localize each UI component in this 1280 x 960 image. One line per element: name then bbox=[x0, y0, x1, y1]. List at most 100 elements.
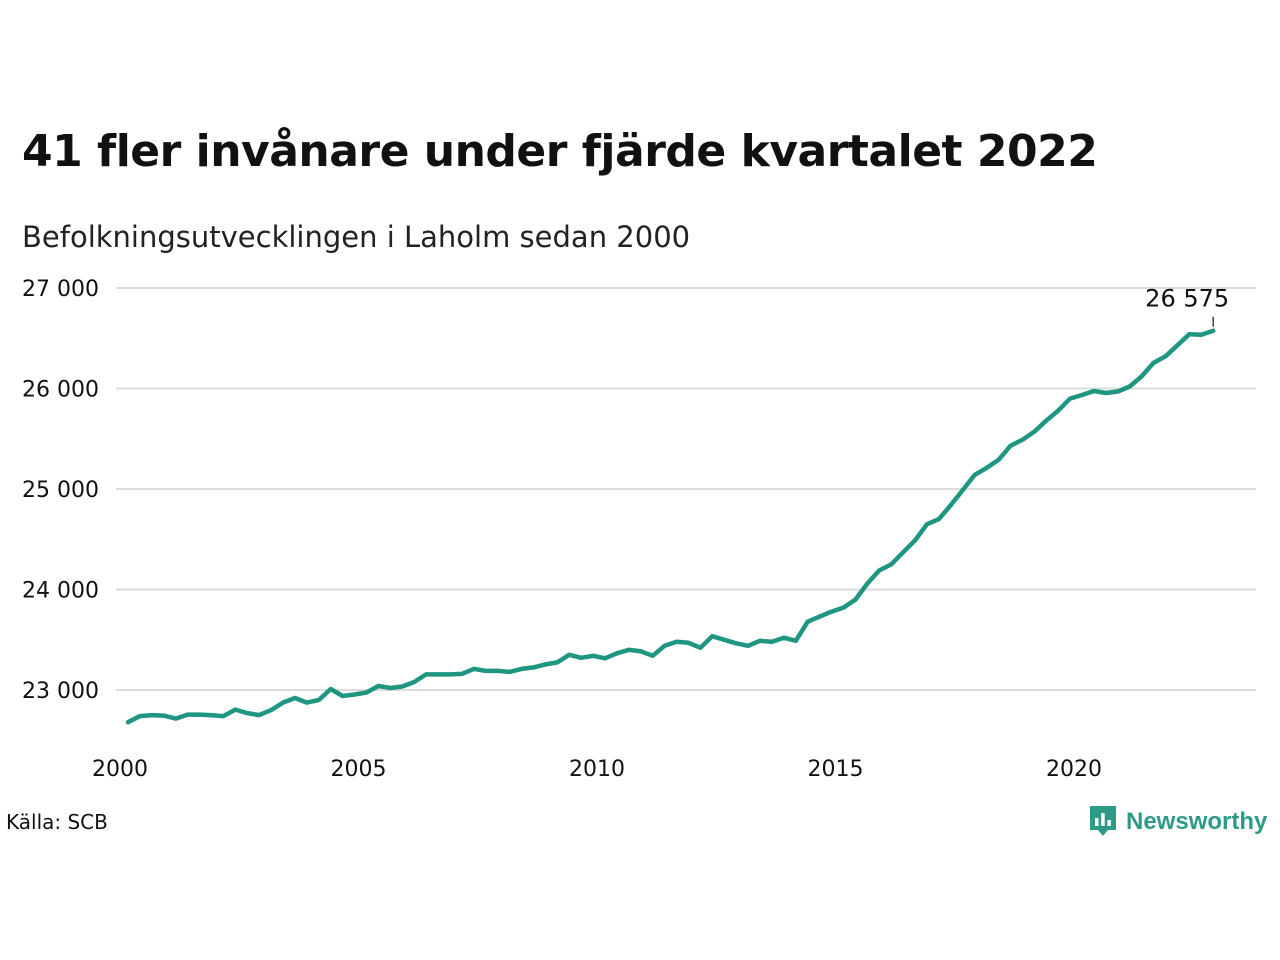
data-point bbox=[1068, 396, 1073, 401]
data-point bbox=[269, 708, 274, 713]
data-point bbox=[1032, 429, 1037, 434]
data-point bbox=[913, 538, 918, 543]
data-point bbox=[257, 713, 262, 718]
data-point bbox=[555, 660, 560, 665]
data-point bbox=[388, 686, 393, 690]
data-point bbox=[817, 614, 822, 619]
data-point bbox=[137, 714, 142, 719]
x-tick-label: 2000 bbox=[92, 757, 148, 782]
data-point bbox=[507, 669, 512, 674]
data-point bbox=[1103, 391, 1108, 395]
y-tick-label: 23 000 bbox=[22, 679, 99, 704]
data-point bbox=[149, 713, 154, 718]
data-point bbox=[448, 672, 452, 677]
data-point bbox=[865, 581, 870, 586]
y-tick-label: 24 000 bbox=[22, 579, 99, 604]
data-point bbox=[936, 517, 941, 522]
data-point bbox=[495, 668, 500, 673]
data-point bbox=[400, 684, 405, 689]
data-point bbox=[1211, 328, 1216, 333]
data-point bbox=[996, 457, 1001, 462]
data-point bbox=[614, 651, 619, 656]
newsworthy-logo-text: Newsworthy bbox=[1126, 808, 1268, 835]
data-point bbox=[1080, 393, 1084, 397]
data-point bbox=[901, 550, 906, 555]
data-point bbox=[960, 488, 965, 492]
y-tick-label: 25 000 bbox=[22, 478, 99, 503]
data-points bbox=[126, 328, 1216, 725]
data-point bbox=[698, 645, 703, 650]
data-point bbox=[209, 713, 214, 718]
x-tick-label: 2015 bbox=[808, 757, 864, 782]
data-point bbox=[483, 668, 488, 673]
y-tick-label: 27 000 bbox=[22, 277, 99, 302]
data-point bbox=[436, 672, 441, 677]
data-point bbox=[746, 643, 751, 648]
data-point bbox=[1044, 418, 1049, 423]
data-point bbox=[543, 662, 548, 667]
data-point bbox=[793, 638, 798, 643]
data-point bbox=[1127, 384, 1132, 389]
data-point bbox=[841, 605, 846, 610]
x-tick-label: 2010 bbox=[569, 757, 625, 782]
data-point bbox=[364, 690, 369, 695]
data-point bbox=[1008, 443, 1013, 448]
x-tick-label: 2020 bbox=[1046, 757, 1102, 782]
data-point bbox=[805, 619, 810, 624]
annotation-label: 26 575 bbox=[1145, 285, 1229, 313]
data-point bbox=[603, 656, 607, 661]
data-point bbox=[412, 680, 417, 684]
data-point bbox=[758, 638, 762, 643]
x-tick-label: 2005 bbox=[331, 757, 387, 782]
gridlines bbox=[116, 287, 1256, 691]
data-point bbox=[376, 684, 381, 688]
data-point bbox=[853, 597, 858, 602]
data-point bbox=[328, 687, 333, 691]
newsworthy-logo: Newsworthy bbox=[1088, 804, 1267, 840]
y-axis-tick-labels: 23 000 24 000 25 000 26 000 27 000 bbox=[22, 277, 99, 704]
data-point bbox=[925, 522, 929, 527]
data-point bbox=[459, 671, 464, 676]
data-point bbox=[686, 640, 691, 645]
data-point bbox=[471, 666, 476, 671]
newsworthy-logo-icon bbox=[1090, 806, 1116, 836]
data-point bbox=[316, 698, 321, 702]
data-point bbox=[722, 637, 727, 642]
data-point bbox=[233, 707, 238, 712]
data-point bbox=[161, 713, 166, 718]
data-point bbox=[1163, 354, 1168, 359]
data-point bbox=[638, 649, 643, 654]
chart-subtitle: Befolkningsutvecklingen i Laholm sedan 2… bbox=[22, 220, 691, 254]
data-point bbox=[173, 716, 178, 721]
data-point bbox=[662, 643, 667, 648]
data-point bbox=[829, 609, 834, 614]
data-point bbox=[1056, 408, 1061, 413]
data-point bbox=[1020, 437, 1025, 442]
chart-title: 41 fler invånare under fjärde kvartalet … bbox=[22, 126, 1098, 177]
data-point bbox=[972, 472, 977, 477]
data-point bbox=[293, 696, 297, 700]
data-point bbox=[197, 712, 202, 717]
data-point bbox=[889, 562, 894, 567]
data-point bbox=[340, 694, 345, 698]
data-point bbox=[352, 692, 357, 697]
data-point bbox=[1151, 360, 1156, 365]
data-point bbox=[245, 711, 250, 716]
data-point bbox=[674, 639, 679, 644]
data-point bbox=[185, 712, 190, 717]
data-point bbox=[304, 700, 309, 705]
data-point bbox=[1175, 343, 1180, 348]
data-point bbox=[650, 653, 655, 658]
data-point bbox=[984, 465, 989, 470]
data-point bbox=[1115, 389, 1120, 394]
data-point bbox=[531, 665, 536, 670]
data-point bbox=[1139, 374, 1144, 379]
data-point bbox=[1199, 332, 1204, 337]
data-point bbox=[424, 672, 429, 677]
source-note: Källa: SCB bbox=[6, 810, 108, 834]
data-point bbox=[591, 653, 596, 658]
data-point bbox=[770, 639, 774, 644]
data-point bbox=[579, 655, 584, 660]
data-point bbox=[710, 634, 715, 639]
